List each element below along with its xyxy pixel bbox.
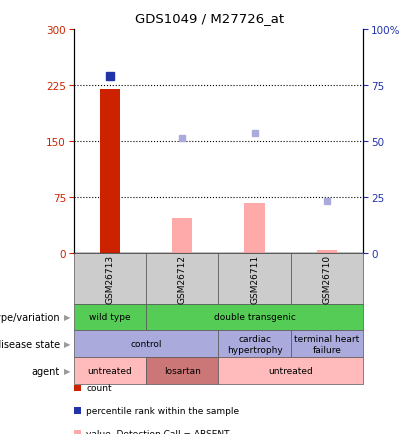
Text: agent: agent	[32, 366, 60, 376]
Text: GSM26712: GSM26712	[178, 254, 186, 303]
Text: ▶: ▶	[64, 313, 71, 322]
Text: terminal heart
failure: terminal heart failure	[294, 335, 360, 354]
Text: percentile rank within the sample: percentile rank within the sample	[86, 406, 239, 415]
Bar	[244, 203, 265, 254]
Bar	[100, 90, 120, 254]
Text: cardiac
hypertrophy: cardiac hypertrophy	[227, 335, 283, 354]
Text: genotype/variation: genotype/variation	[0, 312, 60, 322]
Text: GSM26711: GSM26711	[250, 254, 259, 303]
Text: GDS1049 / M27726_at: GDS1049 / M27726_at	[135, 12, 285, 25]
Text: value, Detection Call = ABSENT: value, Detection Call = ABSENT	[86, 429, 230, 434]
Text: GSM26710: GSM26710	[323, 254, 331, 303]
Text: untreated: untreated	[268, 367, 313, 375]
Text: wild type: wild type	[89, 313, 131, 322]
Text: control: control	[130, 340, 162, 349]
Text: ▶: ▶	[64, 367, 71, 375]
Bar	[317, 250, 337, 254]
Text: count: count	[86, 384, 112, 392]
Text: disease state: disease state	[0, 339, 60, 349]
Text: GSM26713: GSM26713	[105, 254, 114, 303]
Text: ▶: ▶	[64, 340, 71, 349]
Text: untreated: untreated	[87, 367, 132, 375]
Text: double transgenic: double transgenic	[214, 313, 296, 322]
Text: losartan: losartan	[164, 367, 201, 375]
Bar	[172, 219, 192, 254]
